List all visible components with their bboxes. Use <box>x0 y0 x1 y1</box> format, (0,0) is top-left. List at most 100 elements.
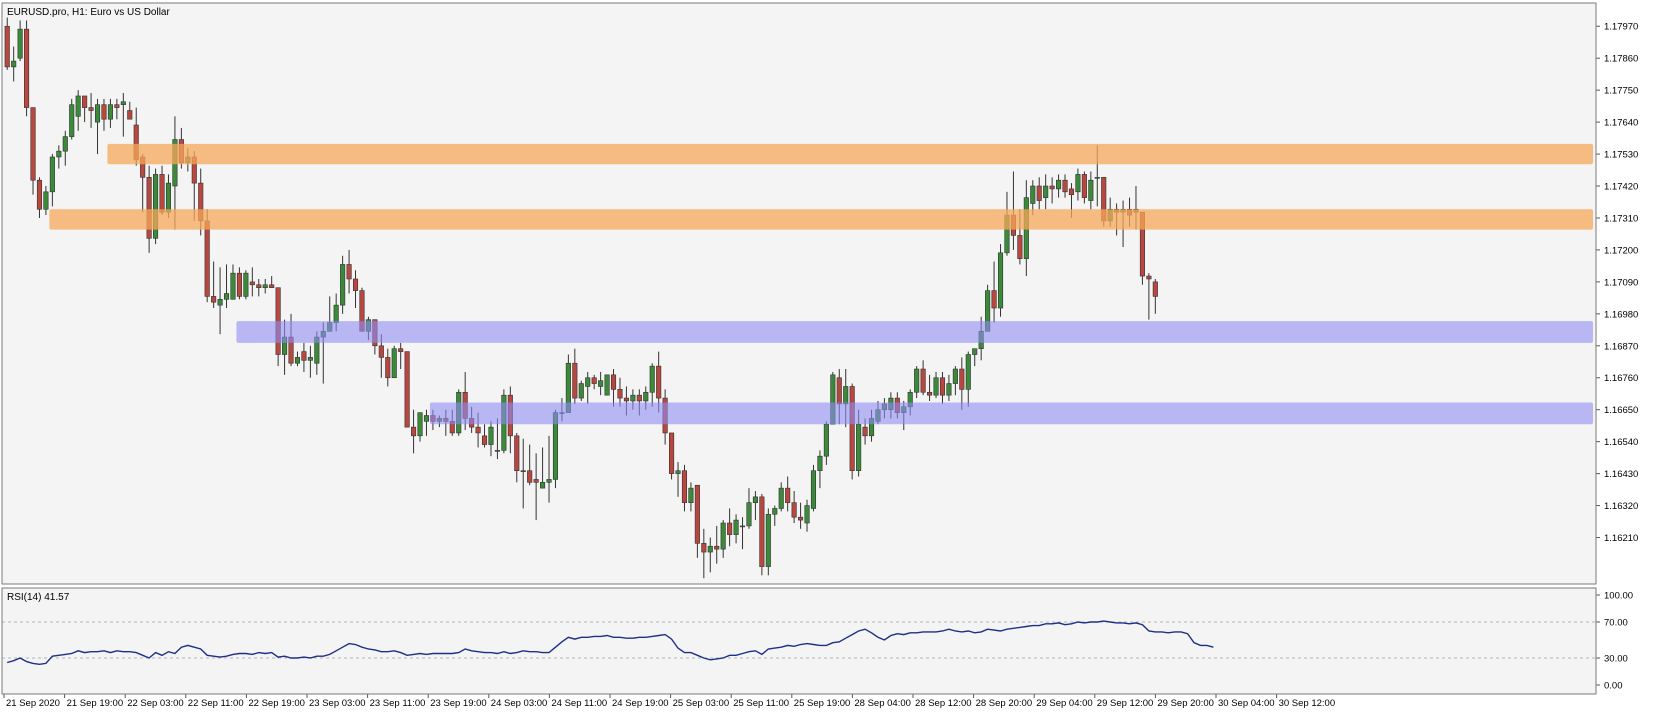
price-panel[interactable] <box>2 3 1596 584</box>
candle-body <box>920 368 926 393</box>
time-tick-label: 30 Sep 12:00 <box>1279 698 1336 709</box>
candle-body <box>520 470 526 473</box>
candle-body <box>340 264 346 306</box>
candle-body <box>675 470 681 474</box>
time-tick-label: 21 Sep 19:00 <box>67 698 124 709</box>
candle-body <box>798 516 804 521</box>
time-tick-label: 30 Sep 04:00 <box>1218 698 1275 709</box>
candle-body <box>733 519 739 535</box>
candle-body <box>681 470 688 503</box>
rsi-line <box>7 620 1214 666</box>
candle-body <box>804 505 810 524</box>
candle-body <box>578 383 584 399</box>
candle-body <box>204 220 210 297</box>
candle-body <box>746 502 752 527</box>
price-panel-frame <box>1 2 1597 585</box>
candle-body <box>243 272 249 297</box>
candle-body <box>481 435 488 445</box>
candle-body <box>1146 275 1152 280</box>
candle-body <box>946 383 952 396</box>
candle-body <box>30 107 36 181</box>
candle-body <box>759 496 765 567</box>
candle-body <box>127 110 133 120</box>
candle-body <box>146 177 152 239</box>
axes-layer: 1.17970 1.17860 1.17750 1.17640 1.17530 1.174… <box>3 22 1638 709</box>
candle-body <box>739 525 746 528</box>
candle-body <box>604 374 610 396</box>
rsi-tick-label: 70.00 <box>1604 618 1628 629</box>
candle-body <box>810 470 817 509</box>
candle-body <box>1094 177 1100 179</box>
rsi-tick-label: 100.00 <box>1604 591 1633 602</box>
candle-body <box>649 365 655 393</box>
candle-body <box>778 487 784 509</box>
candle-body <box>494 450 500 452</box>
candle-body <box>4 25 10 68</box>
candle-body <box>752 496 758 503</box>
price-tick-label: 1.16210 <box>1604 533 1638 544</box>
time-tick-label: 24 Sep 19:00 <box>612 698 669 709</box>
time-tick-label: 29 Sep 04:00 <box>1036 698 1093 709</box>
candle-body <box>965 354 971 390</box>
candle-body <box>643 391 649 402</box>
rsi-panel[interactable] <box>2 588 1596 694</box>
price-tick-label: 1.17860 <box>1604 54 1638 65</box>
time-tick-label: 28 Sep 12:00 <box>915 698 972 709</box>
candle-body <box>82 95 88 108</box>
candle-body <box>391 348 397 379</box>
candle-body <box>514 435 520 472</box>
candle-body <box>488 426 494 445</box>
time-tick-label: 22 Sep 19:00 <box>248 698 305 709</box>
candle-body <box>423 415 430 422</box>
chart-title: EURUSD.pro, H1: Euro vs US Dollar <box>7 7 170 18</box>
candle-body <box>75 95 81 117</box>
candle-body <box>101 104 107 120</box>
time-tick-label: 23 Sep 11:00 <box>370 698 426 709</box>
candle-body <box>688 487 694 503</box>
candle-body <box>114 104 120 108</box>
candle-body <box>1017 235 1023 259</box>
time-tick-label: 23 Sep 03:00 <box>309 698 366 709</box>
candle-body <box>785 487 791 503</box>
price-tick-label: 1.17420 <box>1604 182 1638 193</box>
price-tick-label: 1.16870 <box>1604 341 1638 352</box>
candle-body <box>927 391 933 396</box>
candle-body <box>17 28 23 59</box>
candle-body <box>69 104 75 137</box>
zone-1 <box>49 209 1593 230</box>
time-tick-label: 24 Sep 03:00 <box>491 698 548 709</box>
candle-body <box>669 432 675 474</box>
candle-body <box>727 522 733 535</box>
candle-body <box>49 156 55 193</box>
candle-body <box>914 368 920 393</box>
candle-body <box>262 284 268 288</box>
candle-body <box>211 296 217 303</box>
candle-body <box>939 377 946 396</box>
candle-body <box>656 365 662 399</box>
candle-body <box>269 284 275 288</box>
price-tick-label: 1.16650 <box>1604 405 1638 416</box>
candle-body <box>991 290 997 309</box>
candle-body <box>417 412 423 437</box>
candle-body <box>862 426 868 437</box>
candle-body <box>1036 185 1042 201</box>
zone-3 <box>429 402 1593 425</box>
candle-body <box>1043 185 1049 198</box>
candle-body <box>623 397 629 402</box>
candle-body <box>120 101 126 105</box>
candle-body <box>301 351 307 361</box>
candle-body <box>823 423 829 457</box>
candle-body <box>972 348 978 355</box>
candle-body <box>836 377 842 405</box>
candle-body <box>772 508 778 515</box>
candle-body <box>997 252 1004 309</box>
time-tick-label: 25 Sep 19:00 <box>794 698 851 709</box>
candle-body <box>1062 179 1068 193</box>
candle-body <box>411 426 417 437</box>
candle-body <box>527 470 533 483</box>
candle-body <box>1152 281 1158 297</box>
candle-body <box>591 377 597 384</box>
candle-body <box>352 278 359 291</box>
